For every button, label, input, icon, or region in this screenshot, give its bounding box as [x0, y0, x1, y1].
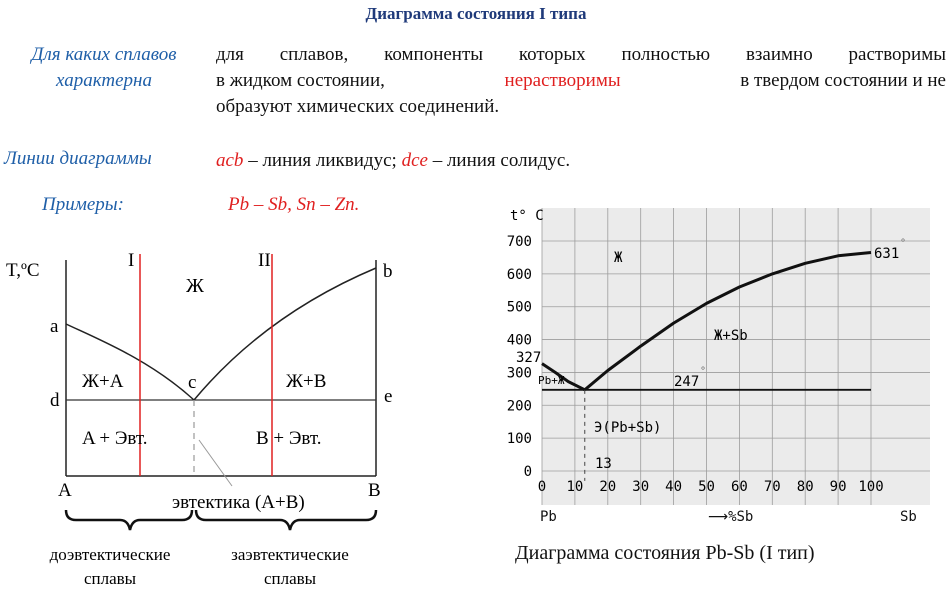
- label-diagram-lines: Линии диаграммы: [4, 148, 152, 169]
- sb-melting-degree: °: [900, 238, 906, 249]
- chart-pb-liquid-label: Pb+Ж: [538, 374, 565, 387]
- alloy-II-label: II: [258, 250, 271, 271]
- sb-melting-point: 631: [874, 246, 899, 262]
- component-B: B: [368, 480, 381, 501]
- hypereutectic-line1: заэвтектические: [231, 545, 349, 564]
- hypoeutectic-line2: сплавы: [84, 569, 137, 588]
- x-tick-label: 80: [797, 479, 814, 495]
- eutectic-pointer: [198, 439, 233, 487]
- y-tick-label: 500: [507, 300, 532, 316]
- desc-line2-b: в твердом состоянии и не: [740, 70, 946, 91]
- desc-line2-a: в жидком состоянии,: [216, 70, 385, 91]
- chart-liquid-label: Ж: [614, 250, 623, 266]
- chart-eutectic-pct: 13: [595, 456, 612, 472]
- x-axis-label: ⟶%Sb: [708, 509, 753, 525]
- schematic-phase-diagram: T,ºC I II Ж a b c d e Ж+A Ж+B A + Эвт. B…: [6, 250, 393, 588]
- alloy-description: для сплавов, компоненты которых полность…: [216, 42, 946, 120]
- x-tick-label: 10: [566, 479, 583, 495]
- region-A-eutectic: A + Эвт.: [82, 428, 148, 449]
- chart-eutectic-label: Э(Pb+Sb): [594, 420, 661, 436]
- temperature-axis-label: T,ºC: [6, 260, 40, 281]
- y-tick-labels: 0 100 200 300 400 500 600 700: [507, 234, 532, 480]
- plot-area: [542, 208, 930, 505]
- desc-line1: для сплавов, компоненты которых полность…: [216, 44, 946, 65]
- point-a: a: [50, 316, 59, 337]
- hypereutectic-line2: сплавы: [264, 569, 317, 588]
- region-B-eutectic: B + Эвт.: [256, 428, 322, 449]
- y-axis-unit: t° C: [510, 208, 544, 224]
- diagram-lines-text: acb – линия ликвидус; dce – линия солиду…: [216, 148, 570, 174]
- series-line: [541, 362, 586, 392]
- desc-insoluble: нерастворимы: [504, 70, 621, 91]
- x-tick-label: 40: [665, 479, 682, 495]
- chart-caption: Диаграмма состояния Pb-Sb (I тип): [515, 542, 815, 564]
- x-tick-label: 0: [538, 479, 546, 495]
- solidus-desc: – линия солидус.: [432, 150, 571, 171]
- hypoeutectic-line1: доэвтектические: [50, 545, 171, 564]
- liquidus-code: acb: [216, 150, 244, 171]
- series-line: [583, 251, 872, 391]
- y-tick-label: 400: [507, 333, 532, 349]
- hypereutectic-brace: [194, 509, 378, 531]
- x-tick-label: 50: [698, 479, 715, 495]
- desc-line3: образуют химических соединений.: [216, 96, 500, 117]
- point-c: c: [188, 372, 196, 393]
- x-tick-label: 60: [731, 479, 748, 495]
- x-tick-label: 90: [830, 479, 847, 495]
- eutectic-temperature: 247: [674, 374, 699, 390]
- solidus-code: dce: [401, 150, 428, 171]
- y-tick-label: 100: [507, 431, 532, 447]
- desc-line2: в жидком состоянии, нерастворимы в тверд…: [216, 68, 946, 94]
- x-left-component: Pb: [540, 509, 557, 525]
- x-tick-label: 30: [632, 479, 649, 495]
- y-tick-label: 600: [507, 267, 532, 283]
- x-right-component: Sb: [900, 509, 917, 525]
- region-liquid-A: Ж+A: [82, 371, 124, 392]
- label-alloy-type-line1: Для каких сплавов: [31, 44, 177, 65]
- label-alloy-type-line2: характерна: [56, 70, 152, 91]
- y-tick-label: 300: [507, 365, 532, 381]
- liquidus-right: [193, 267, 377, 401]
- x-axis-label-text: %Sb: [728, 509, 754, 525]
- eutectic-label: эвтектика (A+B): [172, 492, 305, 513]
- chart-liquid-sb-label: Ж+Sb: [714, 328, 748, 344]
- hypoeutectic-brace: [64, 509, 194, 531]
- y-tick-label: 0: [524, 464, 532, 480]
- examples-text: Pb – Sb, Sn – Zn.: [228, 194, 360, 215]
- x-tick-label: 100: [858, 479, 883, 495]
- point-e: e: [384, 386, 392, 407]
- y-tick-label: 200: [507, 398, 532, 414]
- region-liquid-B: Ж+B: [286, 371, 326, 392]
- liquidus-desc: – линия ликвидус;: [248, 150, 397, 171]
- point-b: b: [383, 261, 393, 282]
- liquidus-left: [65, 323, 195, 401]
- component-A: A: [58, 480, 72, 501]
- page-title: Диаграмма состояния I типа: [365, 4, 587, 23]
- label-examples: Примеры:: [42, 194, 124, 215]
- pb-sb-chart: 0 100 200 300 400 500 600 700 0 10 20 30 40 50 60 70 80…: [507, 208, 930, 505]
- x-tick-labels: 0 10 20 30 40 50 60 70 80 90 100: [538, 479, 884, 495]
- liquid-region-label: Ж: [186, 275, 204, 297]
- label-alloy-type: Для каких сплавов характерна: [6, 42, 202, 94]
- alloy-I-label: I: [128, 250, 134, 271]
- y-tick-label: 700: [507, 234, 532, 250]
- eutectic-temperature-degree: °: [700, 366, 706, 377]
- x-tick-label: 20: [599, 479, 616, 495]
- x-tick-label: 70: [764, 479, 781, 495]
- arrow-right-icon: ⟶: [708, 509, 729, 525]
- point-d: d: [50, 390, 60, 411]
- series: [541, 251, 872, 481]
- pb-melting-point: 327: [516, 350, 541, 366]
